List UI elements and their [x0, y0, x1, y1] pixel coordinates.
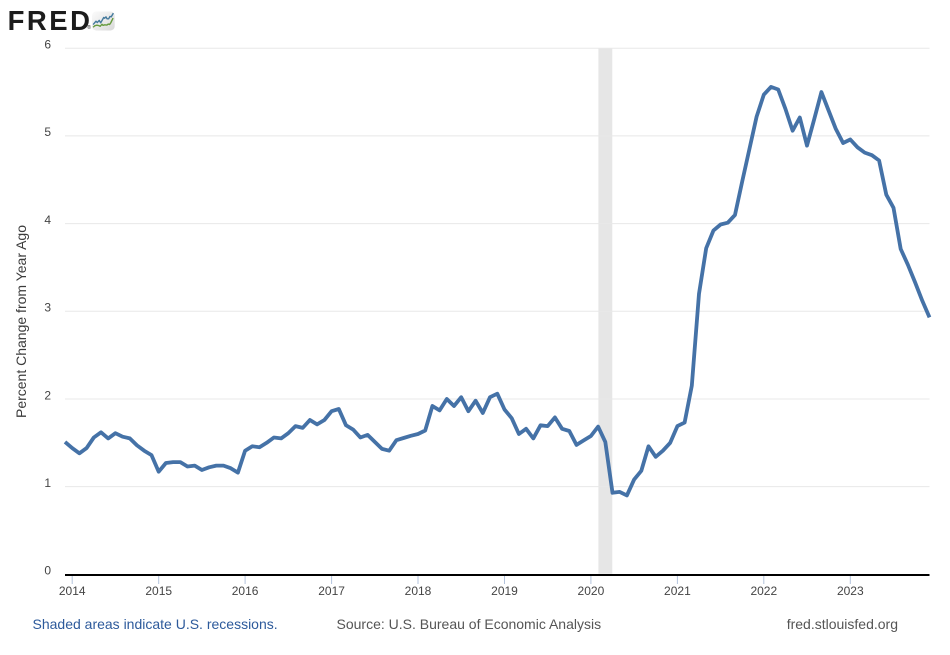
svg-text:2021: 2021: [664, 584, 691, 598]
svg-text:2020: 2020: [578, 584, 605, 598]
svg-text:2018: 2018: [405, 584, 432, 598]
svg-text:fred.stlouisfed.org: fred.stlouisfed.org: [787, 616, 898, 632]
svg-text:1: 1: [44, 476, 51, 490]
svg-text:2022: 2022: [750, 584, 777, 598]
svg-text:2017: 2017: [318, 584, 345, 598]
svg-text:Shaded areas indicate U.S. rec: Shaded areas indicate U.S. recessions.: [33, 616, 278, 632]
svg-text:2019: 2019: [491, 584, 518, 598]
svg-text:4: 4: [44, 213, 51, 227]
svg-text:2016: 2016: [232, 584, 259, 598]
svg-text:2014: 2014: [59, 584, 86, 598]
svg-text:5: 5: [44, 125, 51, 139]
svg-text:Percent Change from Year Ago: Percent Change from Year Ago: [13, 225, 29, 418]
svg-text:0: 0: [44, 564, 51, 578]
svg-text:Source: U.S. Bureau of Economi: Source: U.S. Bureau of Economic Analysis: [337, 616, 602, 632]
svg-text:2: 2: [44, 388, 51, 402]
svg-text:6: 6: [44, 38, 51, 52]
svg-text:2015: 2015: [145, 584, 172, 598]
svg-text:2023: 2023: [837, 584, 864, 598]
svg-text:3: 3: [44, 301, 51, 315]
